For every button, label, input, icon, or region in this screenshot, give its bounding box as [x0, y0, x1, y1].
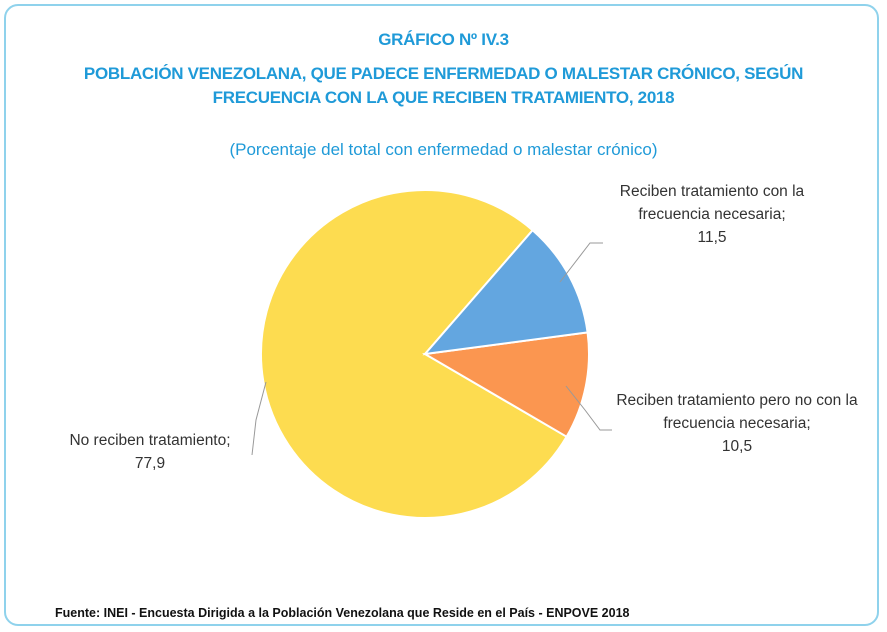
leader-line: [559, 242, 603, 283]
slice-label: Reciben tratamiento pero no con la frecu…: [612, 389, 862, 458]
leader-line: [565, 385, 612, 431]
pie-slice: [422, 228, 589, 356]
value-label: 11,5: [697, 229, 727, 246]
leader-line: [251, 381, 267, 456]
slice-label: Reciben tratamiento con la frecuencia ne…: [612, 180, 812, 249]
pie-slice: [421, 331, 590, 439]
frame: [4, 4, 879, 626]
value-label: 77,9: [134, 455, 166, 472]
chart-subtitle: (Porcentaje del total con enfermedad o m…: [229, 140, 658, 159]
pie-slice: [260, 189, 568, 519]
slice-label: No reciben tratamiento; 77,9: [40, 429, 260, 475]
chart-title: FRECUENCIA CON LA QUE RECIBEN TRATAMIENT…: [212, 88, 675, 107]
category-label: No reciben tratamiento;: [69, 432, 231, 449]
category-label: Reciben tratamiento pero no con la frecu…: [616, 392, 858, 432]
chart-title: GRÁFICO Nº IV.3: [378, 30, 509, 49]
category-label: Reciben tratamiento con la frecuencia ne…: [619, 183, 805, 223]
value-label: 10,5: [721, 438, 753, 455]
source-note: Fuente: INEI - Encuesta Dirigida a la Po…: [55, 606, 630, 620]
chart-title: POBLACIÓN VENEZOLANA, QUE PADECE ENFERME…: [83, 64, 804, 83]
